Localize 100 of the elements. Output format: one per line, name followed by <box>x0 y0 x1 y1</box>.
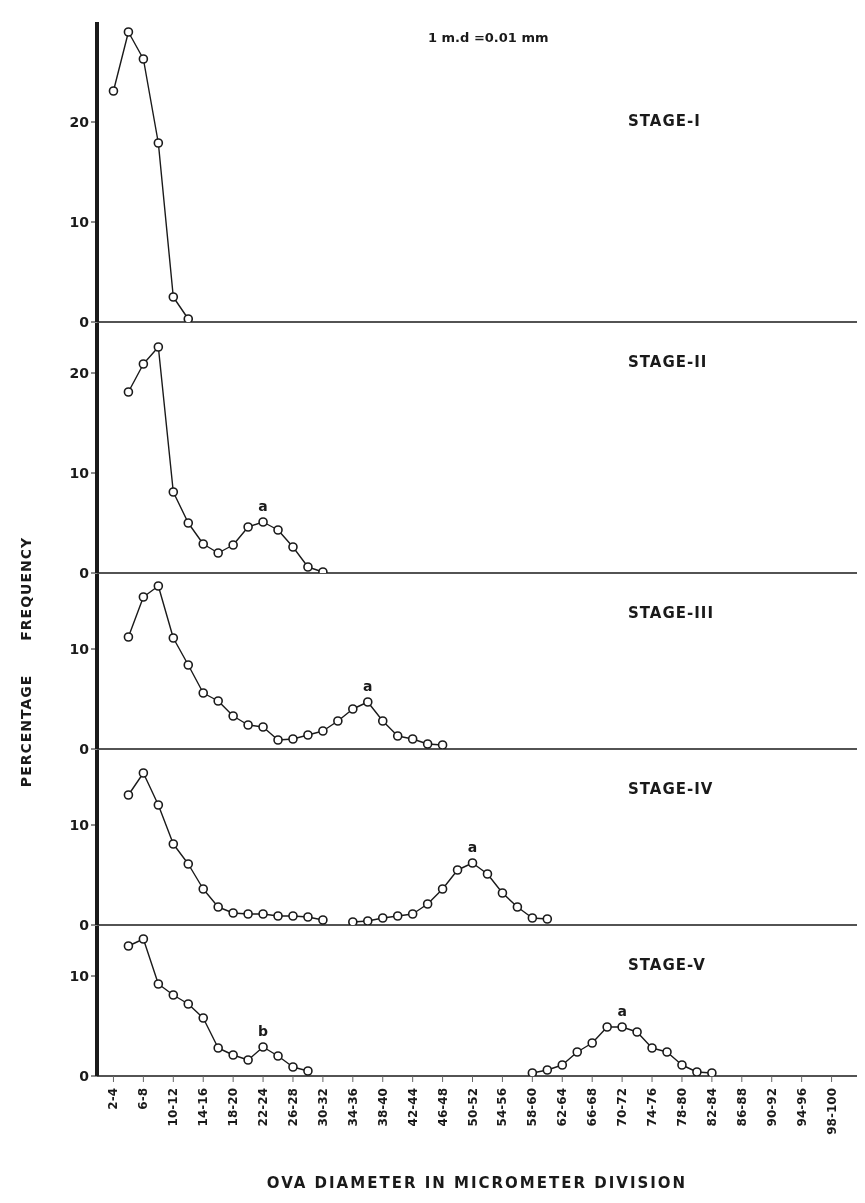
y-tick-label: 10 <box>69 640 90 657</box>
x-tick-label: 6-8 <box>136 1088 151 1110</box>
point <box>632 1027 642 1037</box>
point <box>153 138 164 148</box>
point <box>617 1022 627 1032</box>
point <box>377 913 388 923</box>
point <box>348 917 358 925</box>
point <box>183 518 194 528</box>
point <box>273 911 283 921</box>
point <box>228 1050 238 1060</box>
x-tick-label: 30-32 <box>315 1088 330 1127</box>
x-tick-label: 74-76 <box>645 1088 660 1127</box>
point <box>407 909 418 919</box>
x-tick-label: 34-36 <box>345 1088 360 1127</box>
point <box>288 911 298 921</box>
point <box>407 734 418 744</box>
annotation: a <box>467 839 478 855</box>
x-tick-label: 46-48 <box>435 1088 450 1127</box>
point <box>183 999 194 1009</box>
point <box>123 941 134 951</box>
point <box>258 722 268 732</box>
y-axis-title: PERCENTAGE FREQUENCY <box>18 536 34 787</box>
point <box>273 1051 283 1061</box>
point <box>138 359 149 369</box>
x-tick-label: 2-4 <box>106 1088 121 1110</box>
point <box>198 1013 209 1023</box>
y-tick-label: 10 <box>69 816 90 833</box>
x-tick-label: 62-64 <box>555 1088 570 1127</box>
point <box>168 292 179 302</box>
point <box>677 1060 687 1070</box>
point <box>123 790 134 800</box>
annotation: a <box>363 678 373 694</box>
point <box>303 562 313 572</box>
annotation: a <box>617 1003 627 1019</box>
point <box>377 716 388 726</box>
point <box>527 913 538 923</box>
y-tick-label: 0 <box>79 1067 90 1084</box>
point <box>602 1022 612 1032</box>
point <box>527 1068 538 1076</box>
point <box>587 1038 597 1048</box>
x-tick-label: 22-24 <box>256 1088 271 1127</box>
point <box>243 522 253 532</box>
point <box>213 902 223 912</box>
y-tick-label: 10 <box>69 213 90 230</box>
point <box>138 54 149 64</box>
point <box>243 909 253 919</box>
point <box>707 1068 717 1076</box>
x-tick-label: 86-88 <box>734 1088 749 1127</box>
point <box>422 739 433 749</box>
x-tick-label: 66-68 <box>585 1088 600 1127</box>
point <box>213 548 223 558</box>
point <box>303 730 313 740</box>
point <box>108 86 119 96</box>
x-tick-label: 26-28 <box>285 1088 300 1127</box>
point <box>392 731 403 741</box>
point <box>243 720 253 730</box>
y-tick-label: 10 <box>69 967 90 984</box>
point <box>198 539 209 549</box>
point <box>497 888 508 898</box>
point <box>273 735 283 745</box>
point <box>692 1067 702 1076</box>
x-tick-label: 58-60 <box>525 1088 540 1127</box>
y-tick-label: 20 <box>69 113 90 130</box>
point <box>392 911 403 921</box>
point <box>138 592 149 602</box>
point <box>273 525 283 535</box>
point <box>258 1042 268 1052</box>
point <box>333 716 343 726</box>
point <box>138 934 149 944</box>
point <box>258 909 268 919</box>
point <box>138 768 149 778</box>
y-tick-label: 0 <box>79 740 90 757</box>
x-tick-label: 82-84 <box>704 1088 719 1127</box>
point <box>362 697 373 707</box>
point <box>303 1066 313 1076</box>
point <box>452 865 463 875</box>
text: STAGE-V <box>628 956 706 974</box>
annotation: b <box>258 1023 269 1039</box>
point <box>228 908 238 918</box>
annotation: 1 m.d =0.01 mm <box>428 30 549 45</box>
point <box>183 859 194 869</box>
point <box>482 869 493 879</box>
point <box>123 632 134 642</box>
point <box>303 912 313 922</box>
point <box>647 1043 657 1053</box>
text: STAGE-II <box>628 353 708 371</box>
point <box>153 800 164 810</box>
x-tick-label: 38-40 <box>375 1088 390 1127</box>
point <box>572 1047 583 1057</box>
y-tick-label: 0 <box>79 564 90 581</box>
point <box>228 711 238 721</box>
point <box>168 990 179 1000</box>
point <box>318 915 328 925</box>
point <box>123 387 134 397</box>
point <box>288 542 298 552</box>
x-tick-label: 70-72 <box>615 1088 630 1127</box>
point <box>153 581 164 591</box>
x-tick-label: 42-44 <box>405 1088 420 1127</box>
x-axis-title: OVA DIAMETER IN MICROMETER DIVISION <box>265 1174 689 1192</box>
point <box>213 1043 223 1053</box>
